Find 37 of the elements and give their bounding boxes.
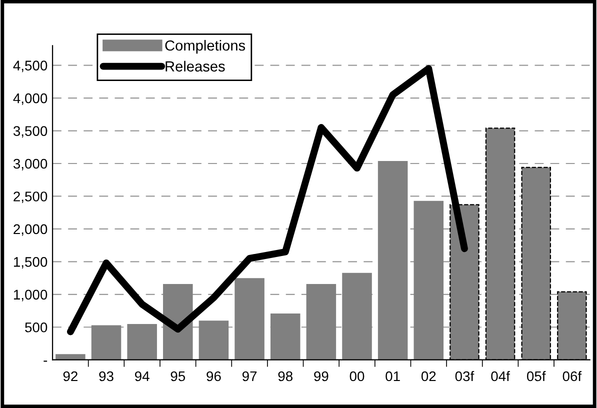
y-tick-label: 4,000	[13, 93, 48, 105]
x-tick-label: 05f	[526, 370, 546, 382]
bar	[342, 272, 372, 360]
bar	[127, 324, 157, 360]
bar	[378, 160, 408, 360]
y-tick-label: 500	[25, 322, 48, 332]
y-tick-label: 3,000	[13, 158, 48, 170]
legend-label: Completions	[165, 40, 246, 54]
y-tick-label: 2,000	[14, 224, 48, 236]
x-tick-label: 04f	[491, 370, 510, 382]
y-tick-label: 2,500	[14, 192, 48, 204]
bar	[234, 278, 264, 360]
bar	[91, 325, 122, 360]
x-tick-label: 00	[350, 371, 364, 382]
x-tick-label: 01	[386, 371, 400, 382]
y-tick-label: 1,500	[14, 257, 48, 268]
x-tick-label: 06f	[562, 370, 582, 382]
bar	[56, 354, 86, 360]
bar	[414, 200, 444, 360]
x-tick-label: 99	[314, 371, 328, 382]
legend-label: Releases	[166, 60, 225, 72]
x-tick-label: 97	[242, 371, 257, 382]
bar	[306, 284, 336, 360]
x-tick-label: 03f	[455, 370, 474, 382]
y-tick-label: 1,000	[14, 290, 48, 302]
x-tick-label: 95	[170, 371, 186, 382]
bar	[198, 320, 229, 360]
y-tick-label: 4,500	[13, 60, 48, 72]
x-tick-label: 02	[421, 371, 436, 382]
x-tick-label: 93	[99, 371, 114, 382]
x-tick-label: 98	[278, 371, 292, 382]
x-tick-label: 92	[63, 371, 78, 382]
y-tick-label: -	[44, 360, 48, 362]
x-tick-label: 94	[135, 371, 150, 382]
y-tick-label: 3,500	[13, 126, 48, 138]
bar	[270, 313, 300, 360]
x-tick-label: 96	[206, 371, 221, 382]
